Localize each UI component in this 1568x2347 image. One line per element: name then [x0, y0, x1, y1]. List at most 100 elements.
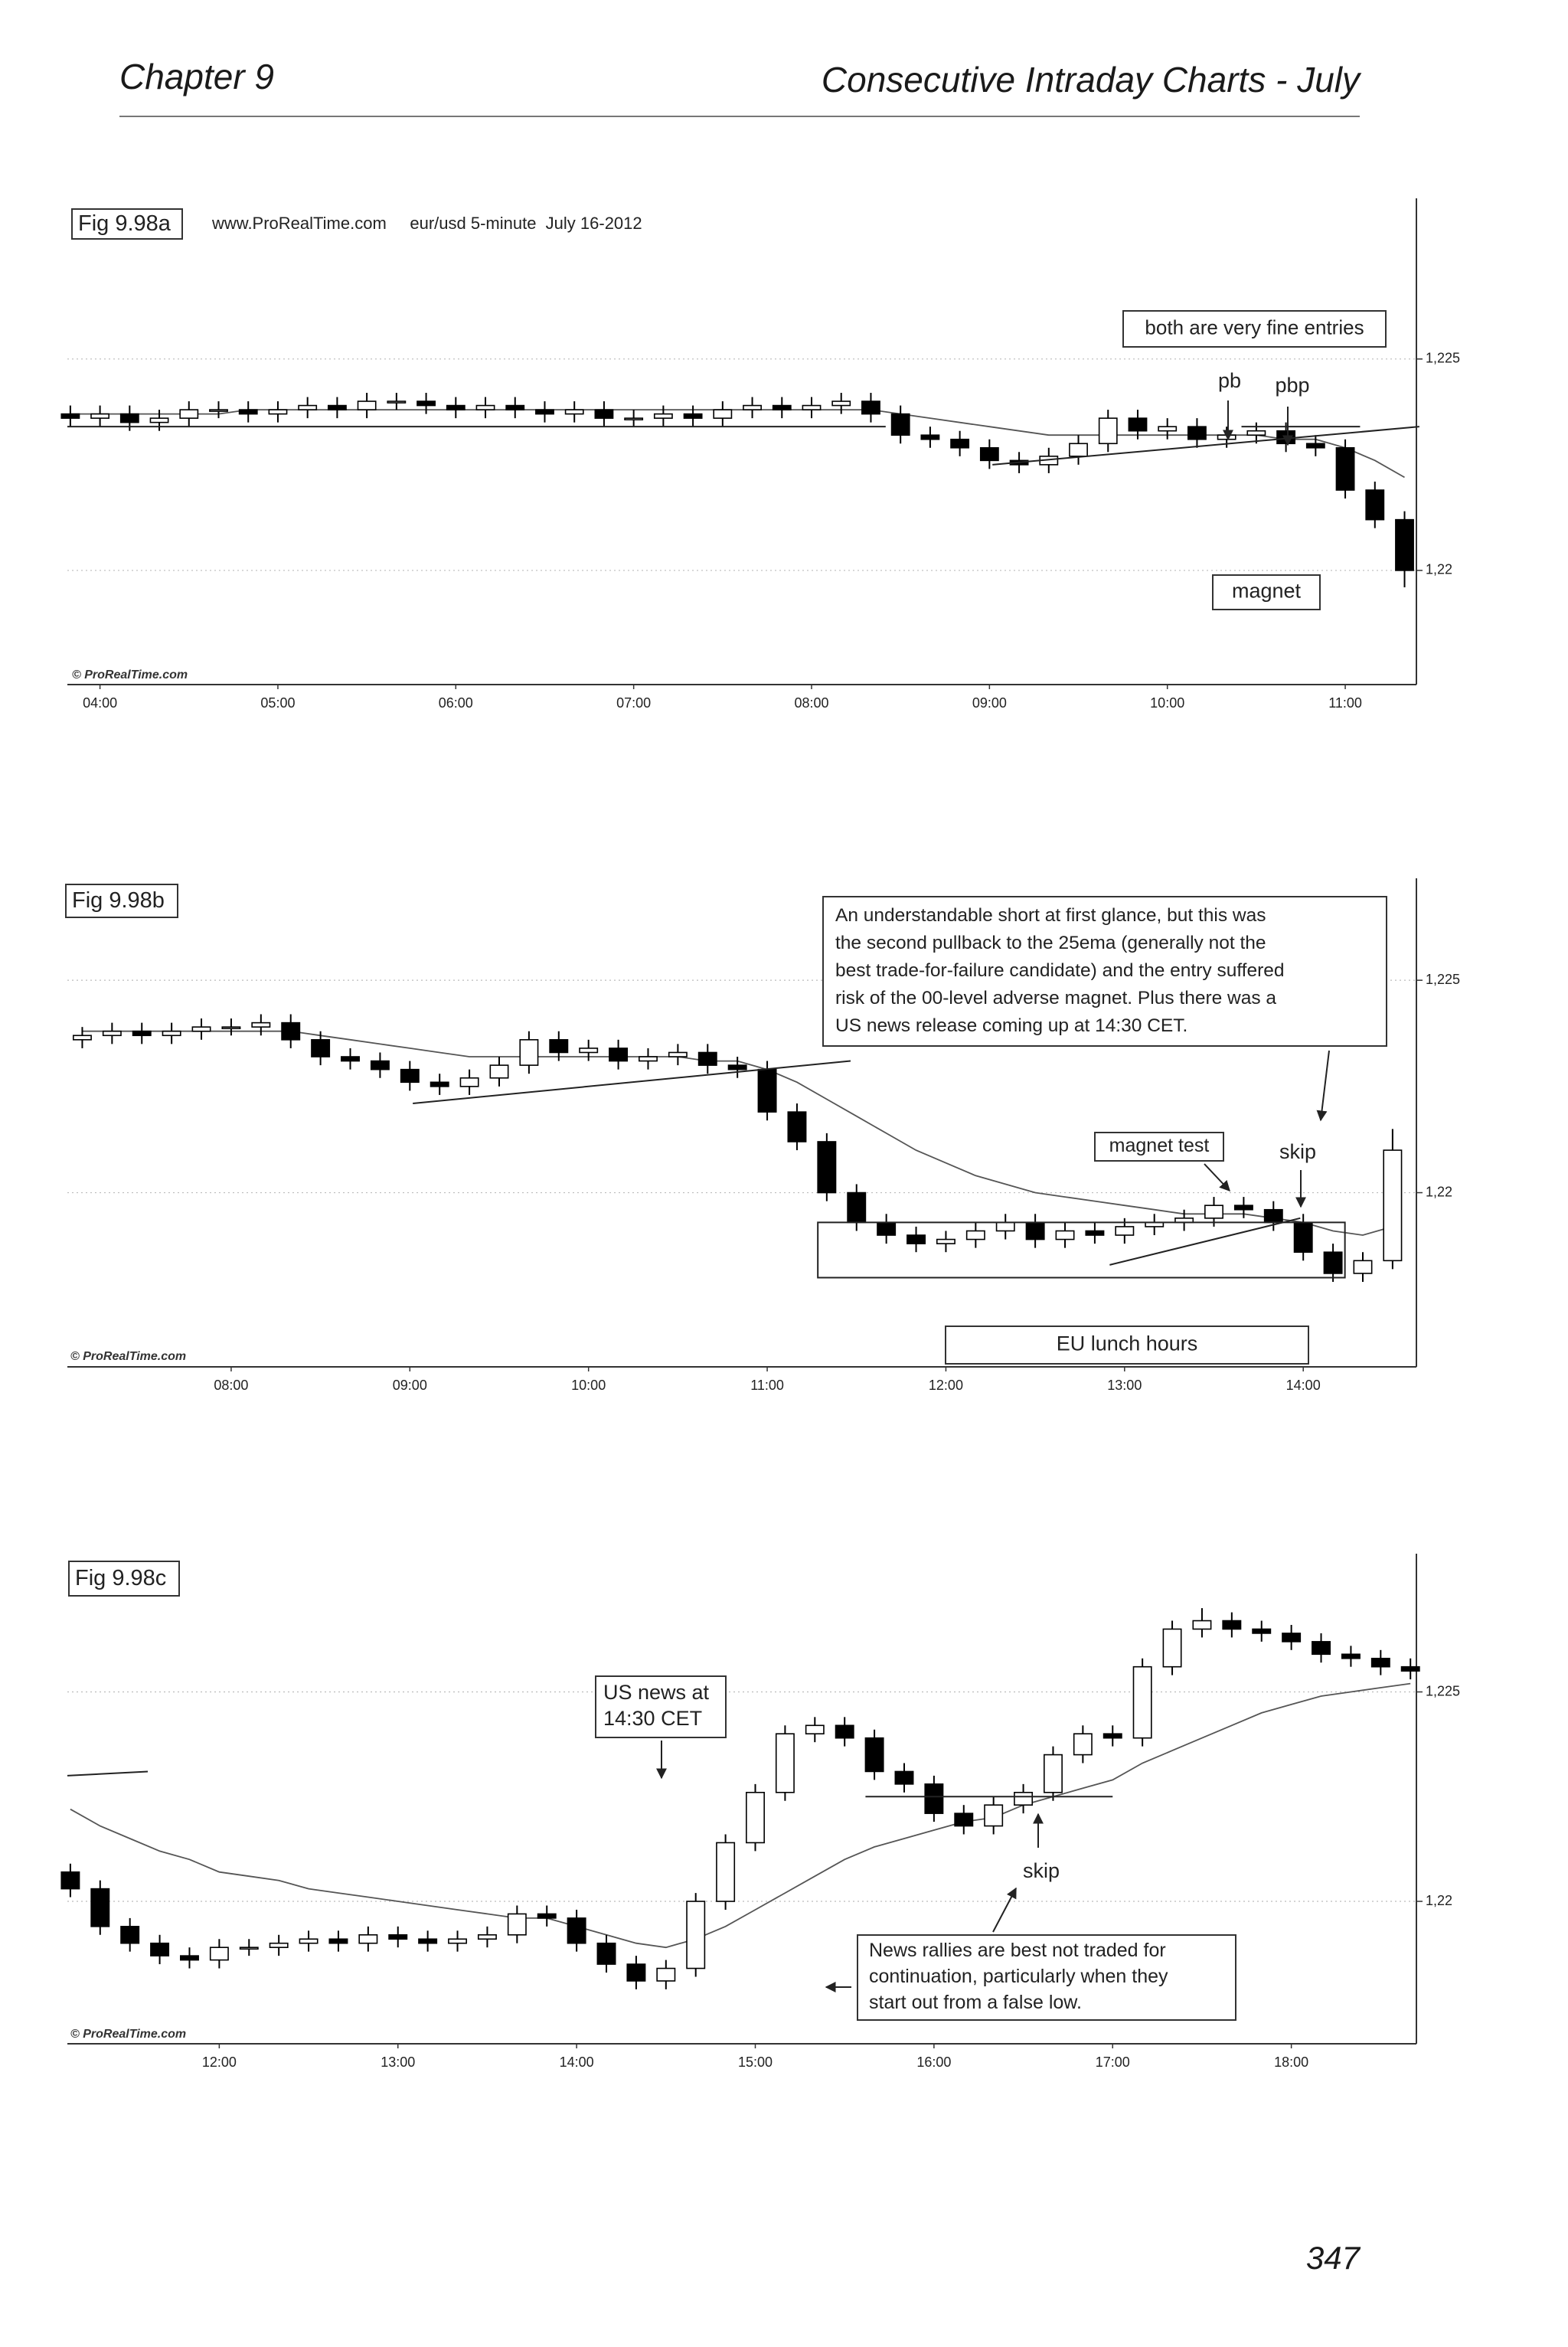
candle-body — [299, 1938, 318, 1944]
candle-body — [847, 1191, 867, 1224]
trend-line — [67, 1770, 149, 1777]
candle-body — [924, 1783, 944, 1814]
candle-body — [1085, 1230, 1105, 1236]
x-tick-label: 09:00 — [972, 695, 1007, 711]
annotation-box — [1212, 574, 1321, 610]
candle-body — [716, 1842, 736, 1902]
candle-body — [1370, 1657, 1390, 1668]
annotation-text: best trade-for-failure candidate) and th… — [835, 960, 1285, 981]
annotation-box — [945, 1325, 1309, 1365]
watermark: © ProRealTime.com — [70, 2028, 186, 2041]
fig-label: Fig 9.98a — [78, 211, 172, 236]
candle-body — [341, 1056, 360, 1062]
candle-body — [1192, 1620, 1212, 1630]
candle-body — [358, 1933, 378, 1944]
candle-body — [906, 1234, 926, 1244]
x-tick-label: 08:00 — [794, 695, 828, 711]
candle-body — [1341, 1653, 1361, 1659]
trend-line — [992, 426, 1419, 466]
candle-body — [1365, 489, 1385, 521]
x-tick-label: 07:00 — [616, 695, 651, 711]
candle-body — [831, 400, 851, 407]
x-tick-label: 15:00 — [738, 2054, 773, 2070]
candle-body — [209, 1947, 229, 1961]
candle-body — [1055, 1230, 1075, 1241]
candle-body — [298, 404, 318, 410]
candle-body — [624, 417, 644, 420]
candle-body — [446, 404, 466, 410]
candle-body — [505, 404, 525, 410]
candle-body — [221, 1026, 241, 1029]
x-tick-label: 09:00 — [393, 1378, 427, 1393]
candle-body — [519, 1039, 539, 1066]
annotation-text: risk of the 00-level adverse magnet. Plu… — [835, 988, 1276, 1008]
candle-body — [238, 409, 258, 415]
candle-body — [60, 413, 80, 419]
candle-body — [743, 404, 762, 410]
candle-body — [416, 400, 436, 407]
range-box — [817, 1221, 1346, 1279]
candle-body — [1252, 1628, 1272, 1634]
candle-body — [1098, 417, 1118, 445]
x-tick-label: 18:00 — [1274, 2054, 1308, 2070]
candle-body — [1263, 1208, 1283, 1224]
candle-body — [327, 404, 347, 410]
candle-body — [149, 417, 169, 423]
candle-body — [537, 1913, 557, 1919]
arrow — [1316, 1050, 1330, 1122]
candle-body — [251, 1022, 271, 1028]
y-tick-label: 1,225 — [1426, 1683, 1460, 1698]
candle-body — [448, 1938, 468, 1944]
candle-body — [459, 1077, 479, 1087]
annotation-text: pbp — [1275, 374, 1309, 397]
candle-body — [995, 1221, 1015, 1232]
candle-body — [1323, 1251, 1343, 1274]
annotation-text: both are very fine entries — [1145, 315, 1364, 338]
candle-body — [757, 1068, 777, 1113]
y-tick-label: 1,225 — [1426, 972, 1460, 987]
annotation-box — [595, 1675, 727, 1738]
candle-body — [489, 1064, 509, 1079]
candle-body — [209, 409, 228, 412]
annotation-text: the second pullback to the 25ema (genera… — [835, 933, 1266, 953]
candle-body — [579, 1048, 599, 1054]
candle-body — [269, 1942, 289, 1948]
fig-label-box — [68, 1561, 180, 1597]
x-tick-label: 06:00 — [439, 695, 473, 711]
candle-body — [1293, 1221, 1313, 1254]
y-tick-label: 1,22 — [1426, 1184, 1452, 1199]
candle-body — [1305, 443, 1325, 449]
candle-body — [772, 404, 792, 410]
candle-body — [653, 413, 673, 419]
candle-body — [1246, 430, 1266, 436]
candle-body — [683, 413, 703, 419]
candle-body — [549, 1039, 569, 1054]
candle-body — [311, 1039, 331, 1057]
x-tick-label: 16:00 — [916, 2054, 951, 2070]
candle-body — [890, 413, 910, 436]
candle-body — [877, 1221, 897, 1236]
x-tick-label: 17:00 — [1096, 2054, 1130, 2070]
annotation-text: US news release coming up at 14:30 CET. — [835, 1015, 1187, 1036]
fig-label: Fig 9.98c — [75, 1566, 166, 1590]
arrow — [1204, 1163, 1230, 1192]
arrow — [992, 1887, 1017, 1933]
candle-body — [864, 1737, 884, 1773]
x-tick-label: 14:00 — [560, 2054, 594, 2070]
candle-body — [564, 409, 584, 415]
watermark: © ProRealTime.com — [72, 668, 188, 682]
annotation-box — [822, 896, 1387, 1047]
annotation-text: News rallies are best not traded for — [869, 1940, 1166, 1961]
candle-body — [90, 413, 110, 419]
candle-body — [328, 1938, 348, 1944]
fig-label: Fig 9.98b — [72, 888, 165, 913]
candle-body — [1353, 1260, 1373, 1274]
candle-body — [1233, 1205, 1253, 1211]
candle-body — [475, 404, 495, 410]
chart-source: www.ProRealTime.com eur/usd 5-minute Jul… — [211, 214, 642, 233]
candle-body — [567, 1917, 586, 1944]
candle-body — [477, 1933, 497, 1940]
annotation-text: EU lunch hours — [1057, 1332, 1198, 1355]
candle-body — [594, 409, 614, 419]
